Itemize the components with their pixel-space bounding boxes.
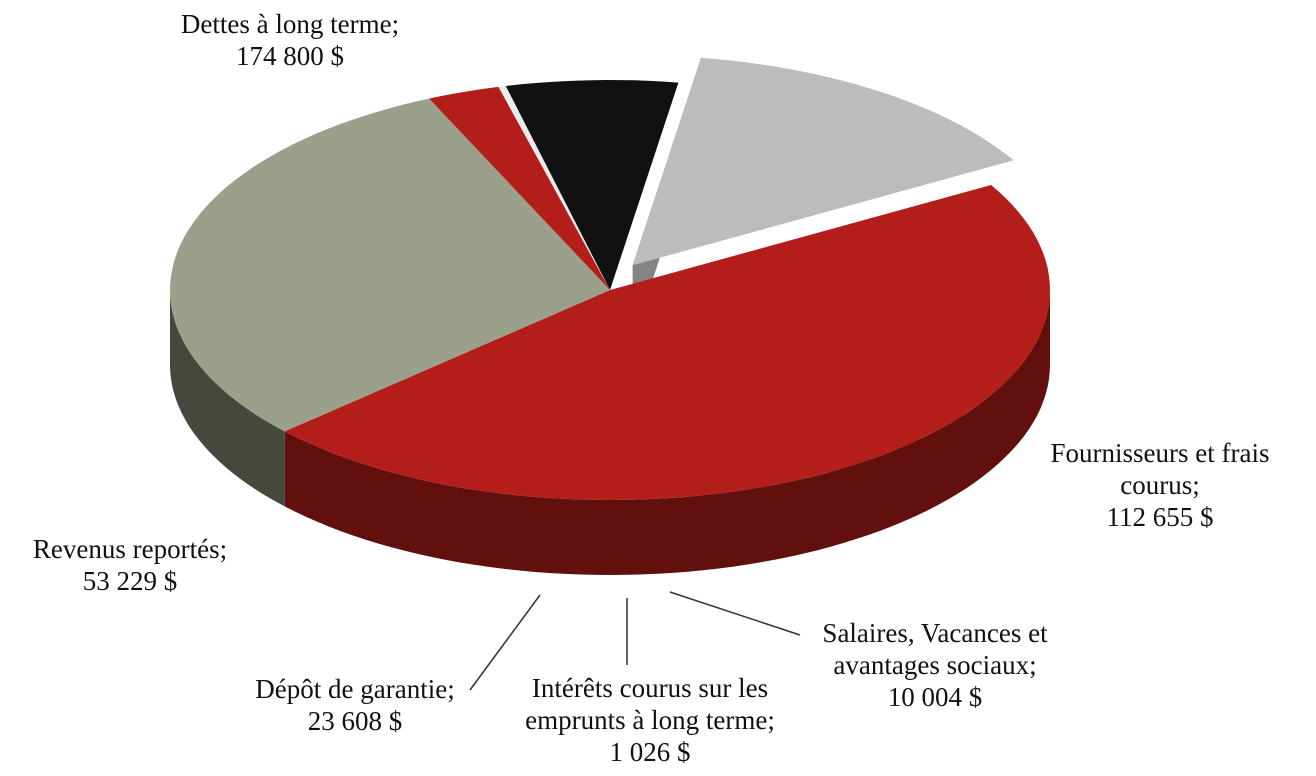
slice-label: Fournisseurs et frais courus; 112 655 $ bbox=[1030, 437, 1290, 533]
slice bbox=[632, 57, 1014, 266]
category-name: Intérêts courus sur les emprunts à long … bbox=[525, 673, 775, 735]
slice bbox=[429, 86, 610, 291]
category-name: Dettes à long terme; bbox=[180, 9, 400, 39]
slice bbox=[284, 185, 1050, 500]
value-label: 23 608 $ bbox=[307, 706, 403, 736]
category-name: Salaires, Vacances et avantages sociaux; bbox=[822, 618, 1048, 680]
value-label: 53 229 $ bbox=[82, 566, 178, 596]
slice-label: Dépôt de garantie; 23 608 $ bbox=[225, 673, 485, 737]
slice bbox=[498, 86, 610, 290]
slice bbox=[505, 80, 679, 290]
value-label: 174 800 $ bbox=[236, 41, 344, 71]
slice-label: Salaires, Vacances et avantages sociaux;… bbox=[785, 617, 1085, 713]
leader-line bbox=[469, 594, 541, 691]
slice-label: Intérêts courus sur les emprunts à long … bbox=[490, 672, 810, 768]
slice bbox=[170, 98, 610, 432]
value-label: 112 655 $ bbox=[1106, 502, 1214, 532]
category-name: Fournisseurs et frais courus; bbox=[1050, 438, 1270, 500]
value-label: 1 026 $ bbox=[609, 737, 691, 767]
slice-side bbox=[284, 290, 1050, 575]
value-label: 10 004 $ bbox=[887, 682, 983, 712]
category-name: Revenus reportés; bbox=[32, 534, 228, 564]
slice-side bbox=[170, 290, 285, 507]
category-name: Dépôt de garantie; bbox=[255, 674, 455, 704]
slice-label: Dettes à long terme; 174 800 $ bbox=[140, 8, 440, 72]
leader-line bbox=[669, 591, 801, 636]
slice-label: Revenus reportés; 53 229 $ bbox=[0, 533, 260, 597]
